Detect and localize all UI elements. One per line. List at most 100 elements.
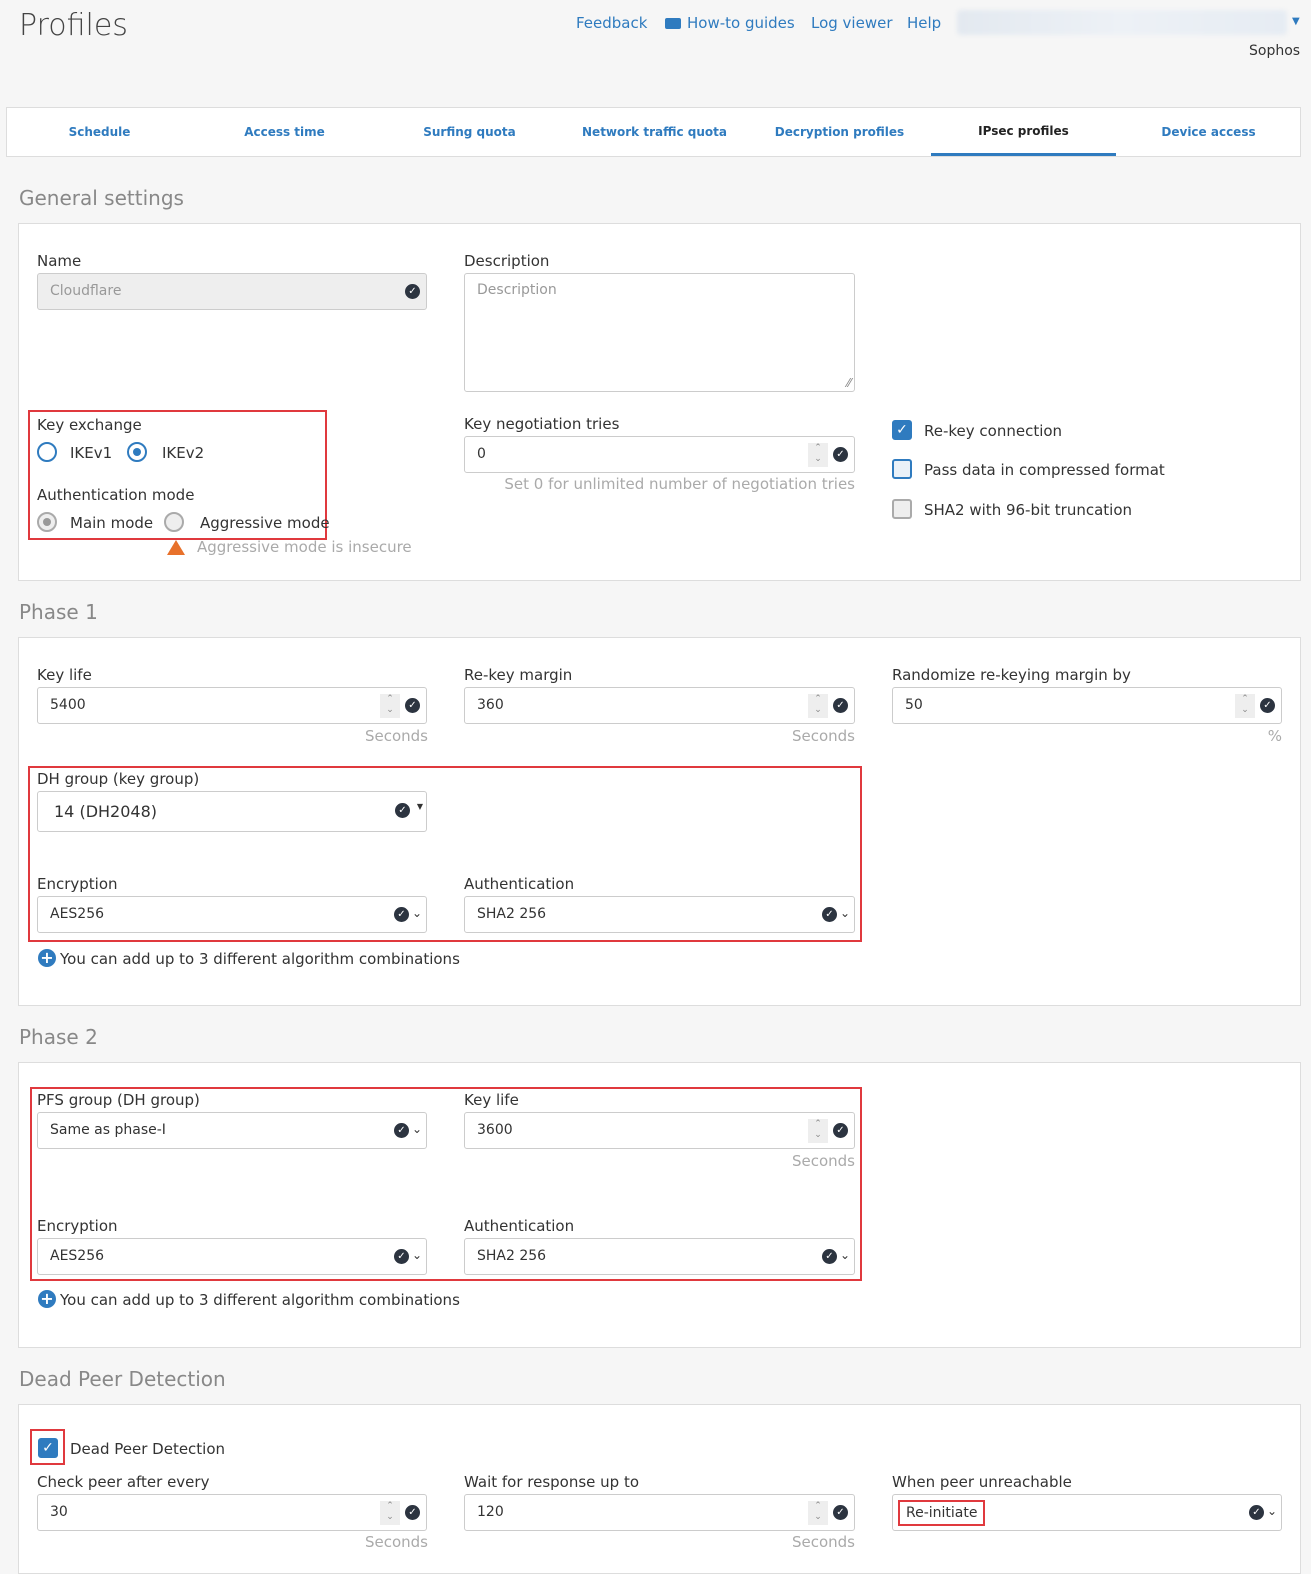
pfs-group-select[interactable]: Same as phase-I ✓ ⌄ [37, 1112, 427, 1149]
chevron-down-icon: ⌄ [839, 1248, 850, 1262]
p2-key-life-unit: Seconds [791, 1152, 855, 1170]
user-menu-blurred[interactable] [957, 10, 1287, 35]
p1-add-combination-link[interactable]: You can add up to 3 different algorithm … [60, 950, 460, 968]
spinner[interactable]: ⌃ ⌄ [808, 443, 828, 467]
plus-circle-icon[interactable]: + [38, 1290, 56, 1308]
check-peer-label: Check peer after every [37, 1473, 210, 1491]
pfs-group-label: PFS group (DH group) [37, 1091, 200, 1109]
check-circle-icon: ✓ [822, 907, 837, 922]
caret-down-icon[interactable]: ▼ [1292, 16, 1300, 27]
check-peer-unit: Seconds [364, 1533, 428, 1551]
randomize-input[interactable]: 50 ⌃ ⌄ ✓ [892, 687, 1282, 724]
highlight-box [30, 1087, 862, 1281]
p1-authentication-value: SHA2 256 [477, 906, 547, 922]
key-negotiation-value: 0 [477, 446, 486, 462]
peer-unreachable-select[interactable]: Re-initiate ✓ ⌄ [892, 1494, 1282, 1531]
key-negotiation-input[interactable]: 0 ⌃ ⌄ ✓ [464, 436, 855, 473]
p1-encryption-value: AES256 [50, 906, 105, 922]
check-circle-icon: ✓ [405, 1505, 420, 1520]
phase1-heading: Phase 1 [19, 600, 98, 624]
pfs-group-value: Same as phase-I [50, 1122, 166, 1138]
spinner[interactable]: ⌃ ⌄ [1235, 694, 1255, 718]
warning-icon [167, 540, 185, 555]
rekey-label: Re-key connection [924, 422, 1063, 440]
sha2-truncation-checkbox[interactable] [892, 499, 912, 519]
dpd-checkbox-label: Dead Peer Detection [70, 1440, 226, 1458]
tab-ipsec-profiles[interactable]: IPsec profiles [931, 108, 1116, 156]
dh-group-label: DH group (key group) [37, 770, 200, 788]
tab-decryption-profiles[interactable]: Decryption profiles [774, 125, 905, 139]
check-circle-icon: ✓ [822, 1249, 837, 1264]
tab-schedule[interactable]: Schedule [68, 125, 131, 139]
page-title: Profiles [19, 8, 128, 43]
resize-handle-icon[interactable]: ⁄⁄ [846, 376, 851, 390]
check-circle-icon: ✓ [833, 698, 848, 713]
rekey-margin-label: Re-key margin [464, 666, 573, 684]
wait-response-value: 120 [477, 1504, 504, 1520]
video-icon [665, 18, 681, 29]
peer-unreachable-value: Re-initiate [898, 1500, 986, 1526]
spinner[interactable]: ⌃ ⌄ [808, 1119, 828, 1143]
check-peer-input[interactable]: 30 ⌃ ⌄ ✓ [37, 1494, 427, 1531]
feedback-link[interactable]: Feedback [576, 14, 648, 32]
tab-device-access[interactable]: Device access [1161, 125, 1256, 139]
help-link[interactable]: Help [907, 14, 942, 32]
ikev2-radio[interactable] [127, 442, 147, 462]
peer-unreachable-label: When peer unreachable [892, 1473, 1072, 1491]
check-circle-icon: ✓ [405, 698, 420, 713]
p2-encryption-label: Encryption [37, 1217, 118, 1235]
ikev1-radio[interactable] [37, 442, 57, 462]
p1-encryption-select[interactable]: AES256 ✓ ⌄ [37, 896, 427, 933]
phase2-heading: Phase 2 [19, 1025, 98, 1049]
wait-response-input[interactable]: 120 ⌃ ⌄ ✓ [464, 1494, 855, 1531]
description-placeholder: Description [477, 282, 557, 298]
check-circle-icon: ✓ [1249, 1505, 1264, 1520]
dh-group-select[interactable]: 14 (DH2048) ✓ ▼ [37, 791, 427, 832]
p1-encryption-label: Encryption [37, 875, 118, 893]
p2-key-life-input[interactable]: 3600 ⌃ ⌄ ✓ [464, 1112, 855, 1149]
description-textarea[interactable]: Description ⁄⁄ [464, 273, 855, 392]
dpd-checkbox[interactable]: ✓ [38, 1438, 58, 1458]
plus-circle-icon[interactable]: + [38, 949, 56, 967]
aggressive-mode-radio[interactable] [164, 512, 184, 532]
spinner[interactable]: ⌃ ⌄ [380, 694, 400, 718]
p2-key-life-value: 3600 [477, 1122, 513, 1138]
log-viewer-link[interactable]: Log viewer [811, 14, 893, 32]
rekey-checkbox[interactable]: ✓ [892, 420, 912, 440]
rekey-margin-input[interactable]: 360 ⌃ ⌄ ✓ [464, 687, 855, 724]
main-mode-label: Main mode [70, 514, 154, 532]
spinner[interactable]: ⌃ ⌄ [808, 694, 828, 718]
highlight-box [28, 410, 327, 540]
ikev1-label: IKEv1 [70, 444, 113, 462]
key-negotiation-hint: Set 0 for unlimited number of negotiatio… [504, 475, 855, 493]
p2-authentication-select[interactable]: SHA2 256 ✓ ⌄ [464, 1238, 855, 1275]
p2-encryption-select[interactable]: AES256 ✓ ⌄ [37, 1238, 427, 1275]
aggressive-mode-label: Aggressive mode [200, 514, 330, 532]
rekey-margin-value: 360 [477, 697, 504, 713]
aggressive-warning: Aggressive mode is insecure [197, 538, 412, 556]
main-mode-radio[interactable] [37, 512, 57, 532]
how-to-guides-link[interactable]: How-to guides [687, 14, 795, 32]
highlight-box [28, 766, 862, 942]
spinner[interactable]: ⌃ ⌄ [380, 1501, 400, 1525]
tab-access-time[interactable]: Access time [244, 125, 325, 139]
p2-add-combination-link[interactable]: You can add up to 3 different algorithm … [60, 1291, 460, 1309]
randomize-value: 50 [905, 697, 923, 713]
description-label: Description [464, 252, 550, 270]
tab-surfing-quota[interactable]: Surfing quota [423, 125, 516, 139]
p1-key-life-value: 5400 [50, 697, 86, 713]
p2-authentication-value: SHA2 256 [477, 1248, 547, 1264]
check-circle-icon: ✓ [394, 1249, 409, 1264]
chevron-down-icon: ⌄ [839, 906, 850, 920]
randomize-label: Randomize re-keying margin by [892, 666, 1131, 684]
name-input[interactable]: Cloudflare ✓ [37, 273, 427, 310]
spinner[interactable]: ⌃ ⌄ [808, 1501, 828, 1525]
org-name: Sophos [1249, 43, 1301, 59]
tab-bar: Schedule Access time Surfing quota Netwo… [6, 107, 1301, 157]
compress-checkbox[interactable] [892, 459, 912, 479]
name-value: Cloudflare [50, 283, 122, 299]
tab-network-traffic-quota[interactable]: Network traffic quota [582, 125, 727, 139]
p1-authentication-select[interactable]: SHA2 256 ✓ ⌄ [464, 896, 855, 933]
general-settings-heading: General settings [19, 186, 184, 210]
p1-key-life-input[interactable]: 5400 ⌃ ⌄ ✓ [37, 687, 427, 724]
